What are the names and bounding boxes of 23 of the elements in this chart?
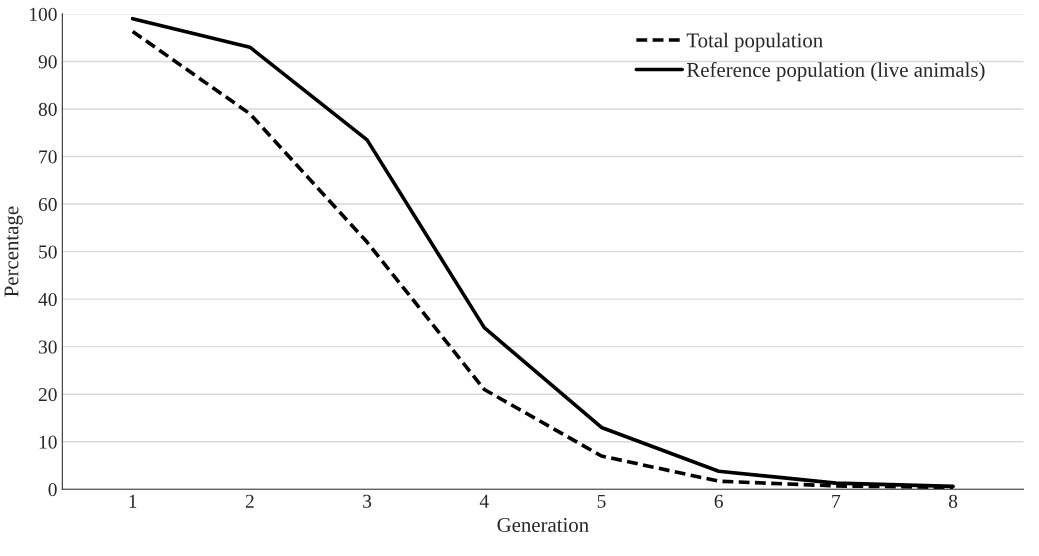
- x-axis-title: Generation: [497, 517, 589, 532]
- y-tick-label: 50: [39, 245, 57, 259]
- y-tick-label: 80: [38, 102, 57, 116]
- y-tick-label: 60: [38, 197, 57, 211]
- x-tick-label: 7: [832, 494, 841, 508]
- x-tick-label: 3: [363, 494, 372, 508]
- x-tick-label: 4: [479, 494, 489, 508]
- legend-label: Reference population (live animals): [686, 62, 985, 82]
- y-tick-label: 40: [38, 292, 57, 307]
- legend-label: Total population: [686, 32, 823, 52]
- y-tick-label: 70: [39, 150, 57, 164]
- y-tick-label: 10: [39, 435, 57, 449]
- y-tick-label: 20: [38, 388, 57, 402]
- y-tick-label: 90: [38, 55, 57, 69]
- x-tick-label: 6: [714, 494, 723, 508]
- x-tick-label: 8: [948, 494, 958, 508]
- x-tick-label: 2: [245, 494, 254, 508]
- y-tick-label: 100: [30, 7, 57, 21]
- y-tick-label: 30: [38, 340, 57, 354]
- x-tick-label: 5: [597, 494, 606, 508]
- y-axis-title: Percentage: [4, 206, 23, 297]
- y-tick-label: 0: [48, 483, 57, 497]
- x-tick-label: 1: [129, 494, 137, 508]
